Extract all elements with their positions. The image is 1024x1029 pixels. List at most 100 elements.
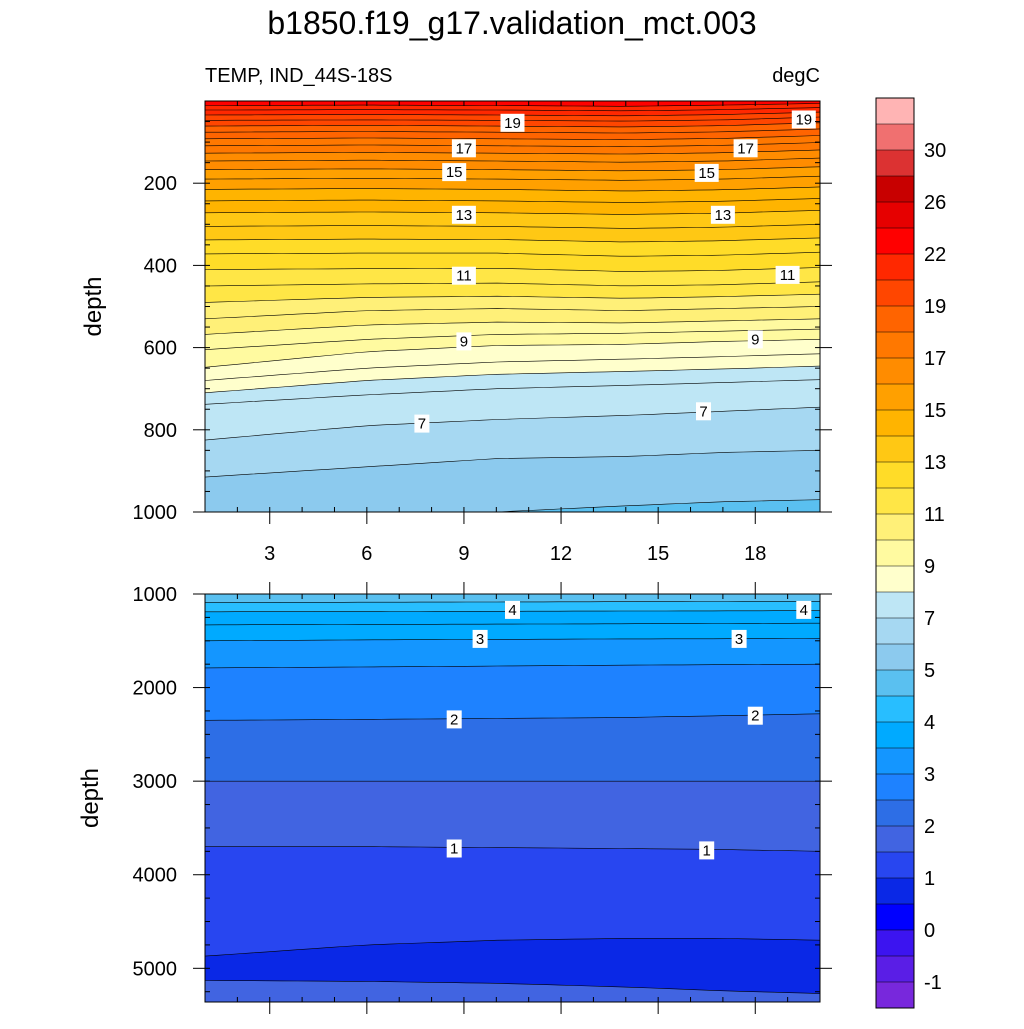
y-tick-label: 5000 [133,958,178,980]
colorbar-box [876,930,914,957]
contour-label-text: 9 [460,333,468,350]
contour-label-box [451,266,476,285]
contour-line-17 [205,135,820,140]
contour-label-text: 15 [446,164,463,181]
units-label: degC [772,65,820,87]
colorbar-label: 17 [924,348,946,370]
colorbar-box [876,878,914,905]
contour-line-12.5 [205,224,820,229]
colorbar-label: 26 [924,192,946,214]
contour-label-box [747,330,763,349]
colorbar-box [876,124,914,151]
contour-label-text: 3 [735,631,743,648]
contour-line-19.5 [205,107,820,112]
contour-label-text: 2 [751,708,759,725]
y-tick-label: 2000 [133,678,178,700]
colorbar-box [876,670,914,697]
contour-label-text: 7 [418,416,426,433]
colorbar-label: 13 [924,452,946,474]
contour-label-text: 19 [795,112,812,129]
contour-label-box [446,839,462,858]
contour-label: 7 [414,414,430,433]
contour-line-5.5 [205,450,820,478]
contour-label-text: 13 [715,207,732,224]
colorbar-label: 15 [924,400,946,422]
colorbar-box [876,150,914,177]
contour-label-box [775,265,800,284]
upper-depth-panel: 19 19 17 17 15 15 13 13 11 11 9 9 7 7 200 400 600 800 1000… [80,100,832,565]
contour-label: 11 [775,265,800,284]
colorbar-label: 11 [924,504,945,526]
x-tick-label: 6 [361,543,372,565]
colorbar-label: 3 [924,764,935,786]
contour-label-text: 7 [699,403,707,420]
colorbar-box [876,800,914,827]
contour-line-16.5 [205,142,820,147]
colorbar-box [876,488,914,515]
colorbar-box [876,956,914,983]
contour-label-text: 13 [456,207,473,224]
y-tick-label: 200 [144,173,177,195]
contour-line-16 [205,149,820,155]
contour-label: 19 [500,113,525,132]
lower-plot-frame [204,593,821,1003]
x-tick-label: 15 [647,543,669,565]
contour-label-box [472,629,488,648]
colorbar-box [876,774,914,801]
x-tick-label: 18 [744,543,766,565]
contour-label: 2 [446,710,462,729]
y-axis-title: depth [80,276,107,336]
contour-label-box [694,163,719,182]
contour-label-box [442,163,467,182]
colorbar-label: 2 [924,816,935,838]
contour-line-7 [205,365,820,394]
colorbar-box [876,514,914,541]
variable-region-label: TEMP, IND_44S-18S [205,65,393,87]
contour-label: 17 [451,139,476,158]
contour-line-8 [205,339,820,368]
contour-line-2.5 [205,663,820,669]
contour-line-20 [205,103,820,107]
colorbar-label: 9 [924,556,935,578]
upper-contour-field [205,101,820,512]
contour-label: 3 [731,629,747,648]
contour-label-box [446,710,462,729]
y-tick-label: 4000 [133,865,178,887]
colorbar-box [876,566,914,593]
contour-line-15.5 [205,157,820,163]
x-tick-label: 3 [264,543,275,565]
contour-label-box [414,414,430,433]
colorbar-box [876,982,914,1009]
contour-line-8.5 [205,328,820,350]
y-axis-title: depth [77,768,104,828]
x-tick-label: 9 [458,543,469,565]
contour-label: 4 [796,600,812,619]
colorbar-label: -1 [924,972,942,994]
colorbar-box [876,696,914,723]
colorbar-box [876,202,914,229]
contour-line-9.5 [205,306,820,320]
x-tick-label: 12 [550,543,572,565]
contour-label-text: 17 [737,140,754,157]
contour-label-text: 1 [703,842,711,859]
contour-label: 1 [699,841,715,860]
colorbar-label: 5 [924,660,935,682]
contour-line-6.5 [205,379,820,405]
band-below-5.5 [205,450,820,512]
colorbar-label: 0 [924,920,935,942]
colorbar-box [876,384,914,411]
contour-line-14 [205,186,820,192]
y-tick-label: 1000 [133,502,178,524]
contour-label: 13 [710,205,735,224]
contour-label: 15 [442,163,467,182]
colorbar-box [876,176,914,203]
colorbar-box [876,436,914,463]
colorbar-box [876,254,914,281]
contour-label-box [747,706,763,725]
contour-line-17.5 [205,128,820,134]
colorbar-box [876,748,914,775]
contour-label: 11 [451,266,476,285]
contour-label-box [696,402,711,421]
colorbar-box [876,826,914,853]
contour-label-text: 3 [476,631,484,648]
